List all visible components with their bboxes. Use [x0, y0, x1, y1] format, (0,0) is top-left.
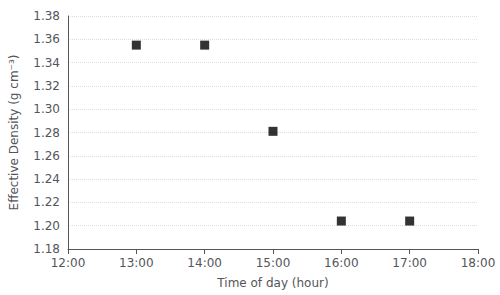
svg-text:1.24: 1.24	[33, 172, 60, 186]
svg-text:16:00: 16:00	[324, 256, 359, 270]
svg-text:Effective Density (g cm⁻³): Effective Density (g cm⁻³)	[7, 55, 21, 211]
svg-text:1.22: 1.22	[33, 195, 60, 209]
svg-text:12:00: 12:00	[51, 256, 86, 270]
svg-text:15:00: 15:00	[256, 256, 291, 270]
svg-text:1.26: 1.26	[33, 149, 60, 163]
svg-text:1.32: 1.32	[33, 79, 60, 93]
svg-text:18:00: 18:00	[461, 256, 496, 270]
svg-text:17:00: 17:00	[392, 256, 427, 270]
svg-text:1.28: 1.28	[33, 126, 60, 140]
svg-text:1.30: 1.30	[33, 102, 60, 116]
svg-text:Time of day (hour): Time of day (hour)	[216, 276, 328, 290]
svg-text:13:00: 13:00	[119, 256, 154, 270]
svg-text:1.20: 1.20	[33, 219, 60, 233]
svg-text:1.18: 1.18	[33, 242, 60, 256]
svg-text:1.34: 1.34	[33, 56, 60, 70]
svg-text:14:00: 14:00	[187, 256, 222, 270]
svg-text:1.38: 1.38	[33, 9, 60, 23]
svg-text:1.36: 1.36	[33, 32, 60, 46]
